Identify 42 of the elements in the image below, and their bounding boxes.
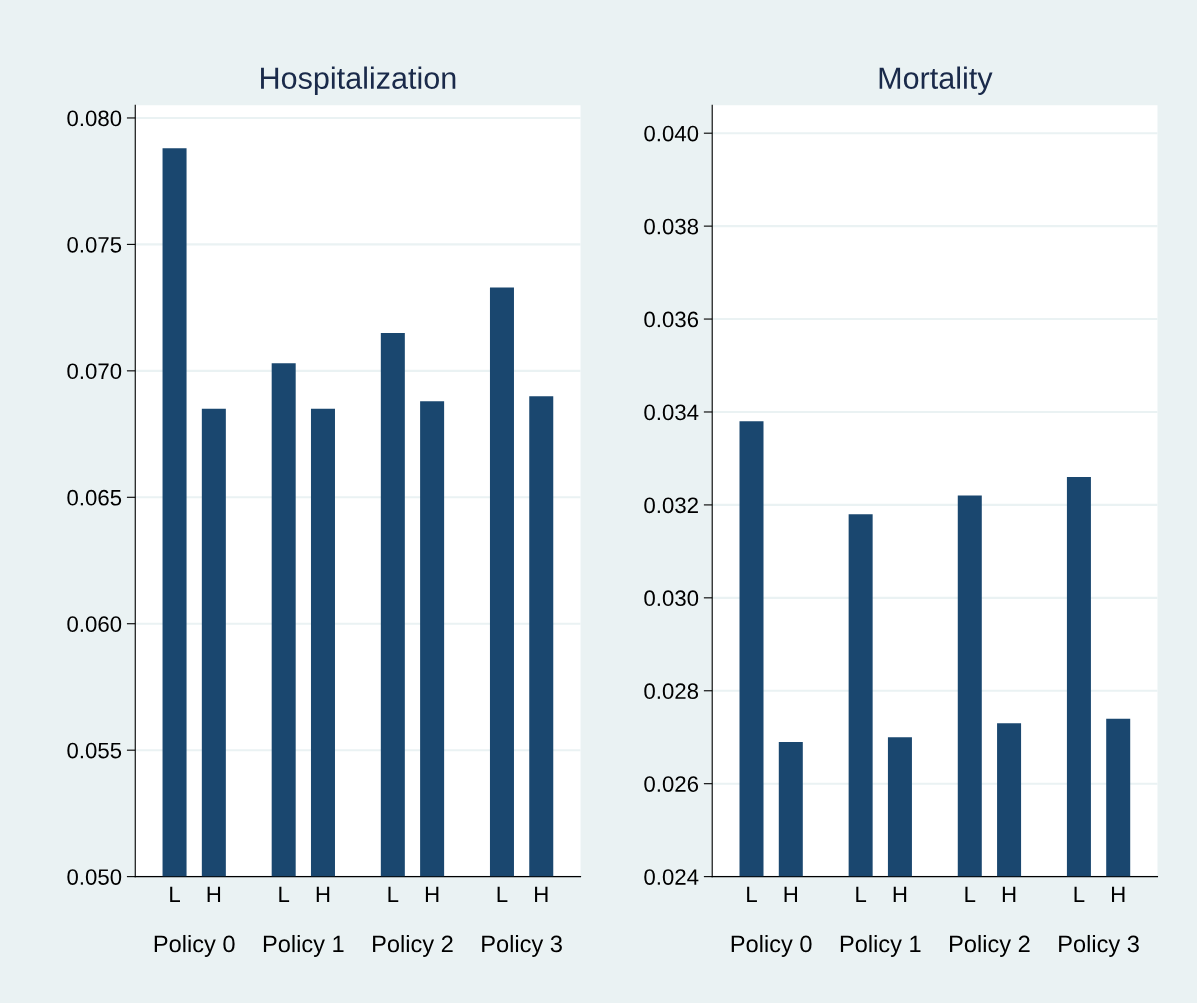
x-tick-label: Policy 1 bbox=[840, 934, 921, 957]
text: L bbox=[279, 886, 290, 902]
y-tick-label: 0.030 bbox=[644, 590, 699, 607]
y-tick-label: 0.050 bbox=[67, 869, 122, 885]
series-label: H bbox=[207, 886, 221, 902]
y-tick-label: 0.075 bbox=[67, 236, 122, 253]
series-label: L bbox=[170, 886, 180, 902]
y-tick-label: 0.026 bbox=[644, 776, 699, 792]
x-tick-label: Policy 2 bbox=[373, 934, 453, 957]
text: L bbox=[388, 886, 399, 902]
y-tick-label: 0.038 bbox=[644, 218, 699, 235]
text: H bbox=[893, 886, 907, 902]
x-tick-label: Policy 1 bbox=[263, 934, 344, 957]
text: L bbox=[1074, 886, 1085, 902]
y-tick-label: 0.024 bbox=[644, 869, 699, 885]
x-tick-label: Policy 0 bbox=[154, 934, 235, 957]
text: H bbox=[425, 886, 439, 902]
text: H bbox=[316, 886, 330, 902]
x-tick-label: Policy 0 bbox=[731, 934, 812, 957]
x-tick-label: Policy 3 bbox=[1059, 934, 1139, 957]
x-tick-label: Policy 3 bbox=[482, 934, 562, 957]
text: L bbox=[497, 886, 508, 902]
series-label: H bbox=[784, 886, 798, 902]
y-tick-label: 0.080 bbox=[67, 110, 122, 127]
text: L bbox=[965, 886, 976, 902]
y-tick-label: 0.065 bbox=[67, 489, 122, 506]
text: H bbox=[535, 886, 548, 902]
chart-title: Hospitalization bbox=[261, 66, 456, 95]
y-tick-label: 0.036 bbox=[644, 311, 699, 328]
y-tick-label: 0.034 bbox=[644, 404, 699, 421]
text: L bbox=[856, 886, 867, 902]
text: H bbox=[1112, 886, 1125, 902]
y-tick-label: 0.032 bbox=[644, 497, 698, 514]
x-tick-label: Policy 2 bbox=[950, 934, 1030, 957]
series-label: L bbox=[747, 886, 757, 902]
y-tick-label: 0.055 bbox=[67, 742, 122, 759]
text: H bbox=[1002, 886, 1016, 902]
y-tick-label: 0.060 bbox=[67, 616, 122, 633]
y-tick-label: 0.070 bbox=[67, 363, 122, 380]
chart-title: Mortality bbox=[879, 66, 993, 95]
y-tick-label: 0.040 bbox=[644, 125, 699, 142]
y-tick-label: 0.028 bbox=[644, 683, 699, 700]
